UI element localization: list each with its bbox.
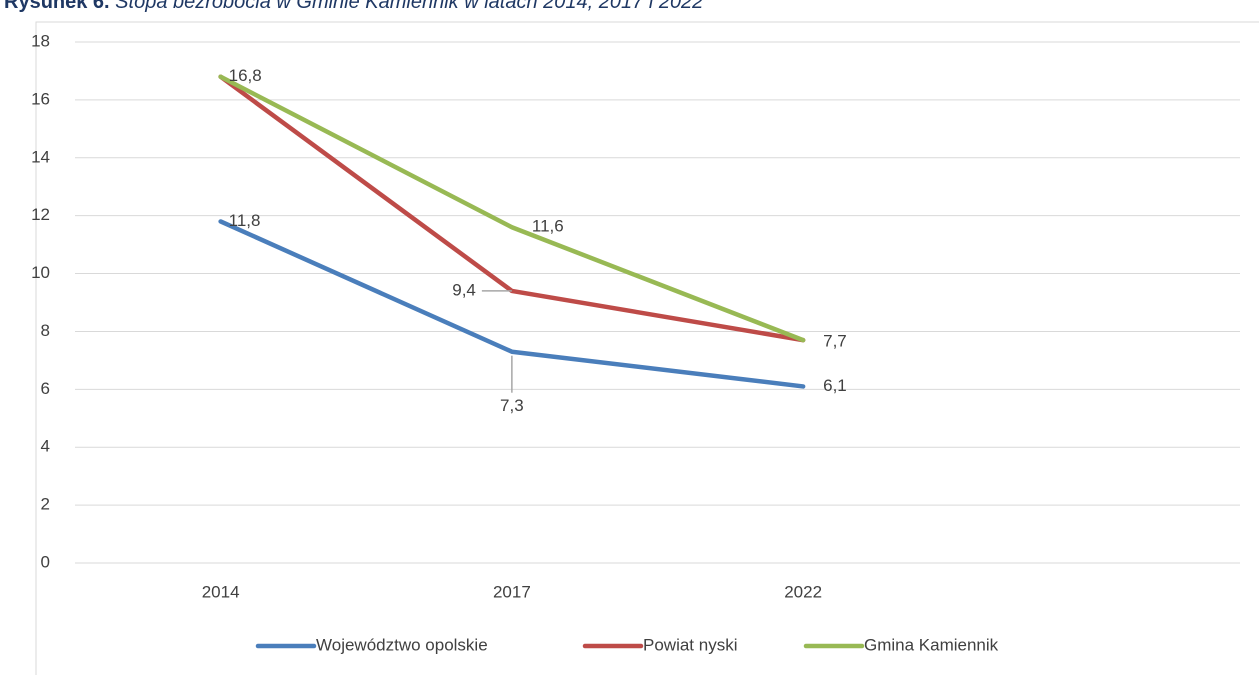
y-tick-label: 8	[41, 321, 50, 340]
y-tick-label: 0	[41, 552, 50, 571]
x-tick-label: 2014	[202, 582, 240, 601]
title-number: Rysunek 6.	[4, 0, 110, 13]
data-label: 11,6	[532, 217, 564, 236]
y-tick-label: 2	[41, 495, 50, 514]
x-tick-label: 2017	[493, 582, 531, 601]
series-line	[218, 74, 806, 343]
y-tick-label: 10	[31, 263, 50, 282]
x-tick-label: 2022	[784, 582, 822, 601]
data-label: 7,7	[823, 332, 847, 351]
data-label: 9,4	[452, 280, 476, 299]
series-line	[218, 219, 806, 389]
y-tick-label: 12	[31, 205, 50, 224]
y-tick-label: 14	[31, 147, 50, 166]
y-tick-label: 18	[31, 31, 50, 50]
y-tick-label: 6	[41, 379, 50, 398]
chart-frame	[35, 21, 1259, 675]
data-label: 11,8	[229, 211, 261, 230]
chart-title: Rysunek 6. Stopa bezrobocia w Gminie Kam…	[4, 0, 703, 13]
legend-label: Województwo opolskie	[316, 635, 488, 654]
data-label: 16,8	[229, 66, 262, 85]
legend-label: Powiat nyski	[643, 635, 737, 654]
y-tick-label: 4	[41, 437, 50, 456]
data-label: 7,3	[500, 396, 524, 415]
data-label: 6,1	[823, 376, 847, 395]
legend-label: Gmina Kamiennik	[864, 635, 999, 654]
y-tick-label: 16	[31, 89, 50, 108]
title-text: Stopa bezrobocia w Gminie Kamiennik w la…	[115, 0, 703, 13]
